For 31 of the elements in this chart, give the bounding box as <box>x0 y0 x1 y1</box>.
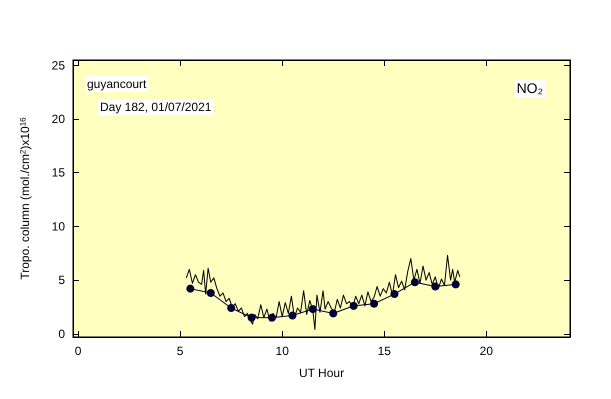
point <box>186 284 194 293</box>
y-tick-label: 0 <box>58 326 66 341</box>
point <box>431 282 440 291</box>
point <box>452 280 460 288</box>
point <box>206 288 215 297</box>
point <box>227 304 236 312</box>
annotation: Day 182, 01/07/2021 <box>100 100 212 114</box>
y-tick-label: 10 <box>52 219 66 234</box>
point <box>410 278 419 286</box>
x-tick-label: 0 <box>74 344 82 358</box>
point <box>268 314 276 322</box>
point <box>248 314 256 322</box>
point <box>390 290 398 298</box>
line-series <box>186 254 460 330</box>
x-tick-label: 20 <box>480 344 494 358</box>
point <box>288 312 296 320</box>
y-tick-label: 20 <box>52 112 66 126</box>
point <box>329 309 338 318</box>
y-axis-title: Tropo. column (mol./cm2)x1016 <box>18 116 32 280</box>
annotation: NO₂ <box>516 80 544 96</box>
x-tick-label: 10 <box>276 344 290 358</box>
x-tick-label: 5 <box>176 344 184 358</box>
x-tick-label: 15 <box>378 344 392 358</box>
y-tick-label: 15 <box>52 166 66 180</box>
y-tick-label: 25 <box>52 58 66 72</box>
point <box>308 305 317 314</box>
point <box>350 302 358 310</box>
x-axis-title: UT Hour <box>298 366 344 380</box>
y-tick-label: 5 <box>58 273 66 288</box>
annotation: guyancourt <box>87 77 148 91</box>
point <box>370 300 378 308</box>
